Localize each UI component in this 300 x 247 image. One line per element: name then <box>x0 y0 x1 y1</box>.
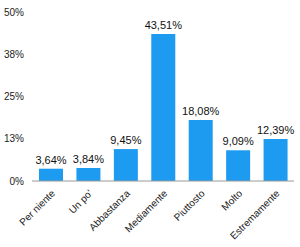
svg-text:18,08%: 18,08% <box>182 105 220 117</box>
svg-text:Per niente: Per niente <box>17 187 57 227</box>
svg-text:13%: 13% <box>8 133 24 144</box>
svg-text:50%: 50% <box>8 7 24 18</box>
svg-text:3,84%: 3,84% <box>73 153 104 165</box>
svg-text:3,64%: 3,64% <box>35 154 66 166</box>
svg-text:Mediamente: Mediamente <box>123 187 170 234</box>
svg-text:Estremamente: Estremamente <box>228 187 282 241</box>
svg-text:12,39%: 12,39% <box>257 124 292 136</box>
svg-text:Molto: Molto <box>219 187 244 212</box>
svg-text:Piuttosto: Piuttosto <box>172 187 208 223</box>
svg-text:9,09%: 9,09% <box>223 135 254 147</box>
svg-text:9,45%: 9,45% <box>110 134 141 146</box>
svg-text:25%: 25% <box>8 91 24 102</box>
svg-text:43,51%: 43,51% <box>145 19 183 31</box>
svg-text:Un po': Un po' <box>67 188 95 216</box>
svg-text:38%: 38% <box>8 49 24 60</box>
svg-text:Abbastanza: Abbastanza <box>86 187 132 233</box>
svg-text:0%: 0% <box>10 176 25 187</box>
